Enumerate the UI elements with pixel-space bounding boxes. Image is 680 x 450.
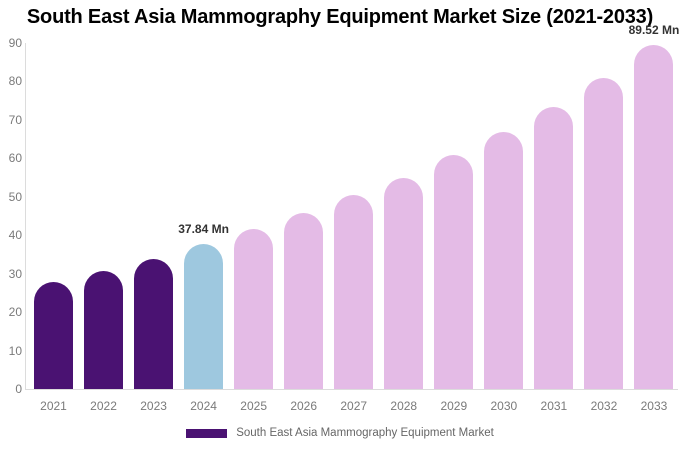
bar-2033[interactable] (634, 44, 674, 389)
bar-2029[interactable] (434, 154, 474, 389)
x-tick-label-2028: 2028 (390, 399, 418, 413)
bar-2023[interactable] (134, 258, 174, 389)
x-tick-label-2032: 2032 (590, 399, 618, 413)
x-axis-line (25, 389, 678, 390)
bar-2028[interactable] (384, 177, 424, 389)
bar-2025[interactable] (234, 229, 274, 389)
y-tick-label-60: 60 (8, 151, 22, 166)
legend-label: South East Asia Mammography Equipment Ma… (236, 427, 494, 439)
bar-2027[interactable] (334, 195, 374, 389)
bar-2024[interactable] (184, 243, 224, 389)
y-tick-label-90: 90 (8, 36, 22, 50)
y-tick-label-20: 20 (8, 305, 22, 320)
data-label-2033: 89.52 Mn (628, 22, 680, 37)
x-tick-label-2033: 2033 (640, 399, 668, 413)
x-tick-label-2023: 2023 (140, 399, 167, 413)
bar-2032[interactable] (584, 77, 624, 389)
y-axis-line (25, 43, 26, 389)
x-tick-label-2025: 2025 (240, 399, 267, 413)
legend[interactable]: South East Asia Mammography Equipment Ma… (0, 426, 680, 440)
y-tick-label-0: 0 (15, 382, 22, 396)
x-tick-label-2021: 2021 (40, 399, 67, 413)
data-label-2024: 37.84 Mn (178, 221, 229, 236)
bar-2022[interactable] (84, 270, 124, 389)
x-tick-label-2026: 2026 (290, 399, 318, 413)
x-tick-label-2022: 2022 (90, 399, 117, 413)
bar-2030[interactable] (484, 132, 524, 389)
x-tick-label-2024: 2024 (190, 399, 217, 413)
y-tick-label-70: 70 (8, 112, 22, 127)
legend-swatch (186, 428, 228, 438)
x-tick-label-2029: 2029 (440, 399, 468, 413)
y-tick-label-40: 40 (8, 228, 22, 243)
y-tick-label-30: 30 (8, 266, 22, 281)
x-tick-label-2027: 2027 (340, 399, 368, 413)
x-tick-label-2030: 2030 (490, 399, 518, 413)
bar-2026[interactable] (284, 212, 324, 389)
chart-title: South East Asia Mammography Equipment Ma… (26, 6, 654, 28)
bar-2031[interactable] (534, 106, 574, 389)
y-tick-label-80: 80 (8, 74, 22, 89)
x-tick-label-2031: 2031 (540, 399, 568, 413)
bar-2021[interactable] (34, 281, 73, 389)
y-tick-label-50: 50 (8, 189, 22, 204)
y-tick-label-10: 10 (8, 343, 22, 358)
